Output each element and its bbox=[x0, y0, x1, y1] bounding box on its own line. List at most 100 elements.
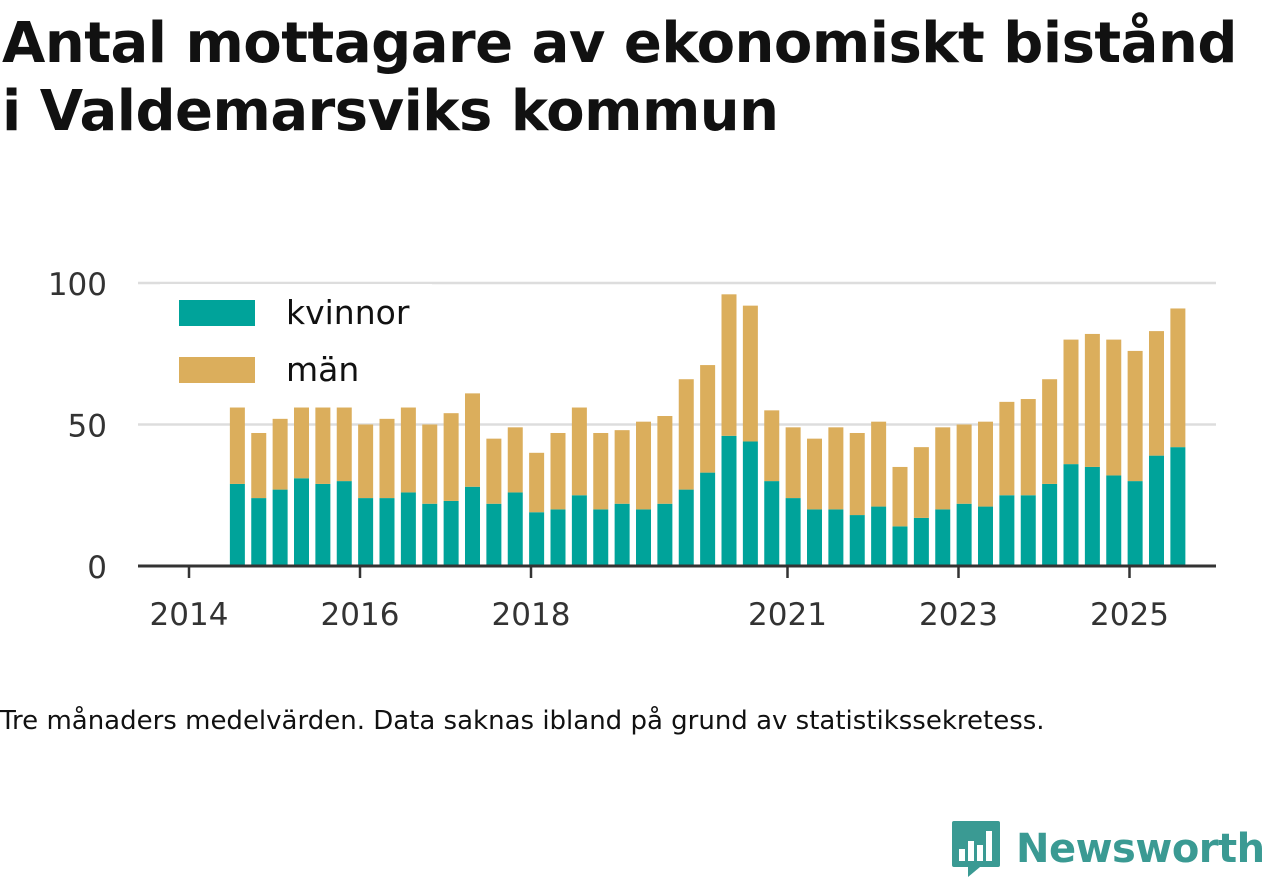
bar-man bbox=[1020, 399, 1036, 496]
bar-man bbox=[1042, 379, 1058, 484]
bar-kvinnor bbox=[999, 495, 1015, 566]
bar-kvinnor bbox=[657, 503, 673, 566]
bar-kvinnor bbox=[507, 492, 523, 566]
bar-kvinnor bbox=[1084, 466, 1100, 566]
bar-kvinnor bbox=[294, 478, 309, 566]
bar-man bbox=[571, 407, 587, 496]
bar-kvinnor bbox=[742, 441, 758, 566]
y-tick-label: 0 bbox=[87, 550, 107, 586]
bar-man bbox=[379, 418, 395, 499]
bar-man bbox=[529, 452, 545, 513]
bar-man bbox=[742, 305, 758, 442]
axes: 0 50 100 2014 2016 2018 2021 2023 2025 bbox=[48, 267, 1216, 633]
bar-kvinnor bbox=[379, 498, 395, 566]
bar-man bbox=[828, 427, 844, 510]
bar-man bbox=[721, 294, 737, 436]
bar-man bbox=[422, 424, 438, 504]
bar-man bbox=[978, 421, 993, 507]
bar-kvinnor bbox=[1106, 475, 1122, 566]
bar-kvinnor bbox=[828, 509, 844, 566]
bar-man bbox=[807, 438, 822, 510]
bar-man bbox=[999, 401, 1015, 496]
bar-man bbox=[358, 424, 374, 499]
bar-man bbox=[1127, 350, 1143, 482]
bar-kvinnor bbox=[978, 506, 993, 566]
bar-man bbox=[465, 393, 480, 487]
x-tick-label: 2025 bbox=[1090, 597, 1169, 633]
bar-chart-logo-icon bbox=[952, 821, 1000, 877]
bar-kvinnor bbox=[1042, 483, 1058, 566]
bar-man bbox=[913, 447, 929, 518]
x-tick-label: 2018 bbox=[492, 597, 571, 633]
bar-man bbox=[1170, 308, 1186, 448]
bar-man bbox=[1084, 333, 1100, 467]
chart-title: Antal mottagare av ekonomiskt bistånd i … bbox=[2, 11, 1237, 144]
bar-kvinnor bbox=[678, 489, 694, 566]
bar-kvinnor bbox=[614, 503, 630, 566]
brand-name: Newsworthy bbox=[1016, 826, 1262, 872]
bar-man bbox=[229, 407, 245, 484]
bar-kvinnor bbox=[571, 495, 587, 566]
bar-man bbox=[636, 421, 651, 510]
bar-kvinnor bbox=[315, 483, 331, 566]
bar-man bbox=[764, 410, 780, 482]
bar-man bbox=[486, 438, 502, 504]
bar-kvinnor bbox=[1170, 447, 1186, 566]
bar-man bbox=[443, 413, 459, 501]
legend: kvinnor män bbox=[160, 284, 432, 400]
x-tick-label: 2021 bbox=[748, 597, 827, 633]
x-tick-label: 2016 bbox=[321, 597, 400, 633]
bar-man bbox=[315, 407, 331, 484]
bar-man bbox=[1149, 331, 1164, 456]
stacked-bar-chart: 0 50 100 2014 2016 2018 2021 2023 2025 kvinnor mä… bbox=[48, 267, 1216, 633]
bars bbox=[229, 294, 1186, 566]
bar-man bbox=[956, 424, 972, 504]
bar-man bbox=[272, 418, 288, 490]
bar-kvinnor bbox=[807, 509, 822, 566]
bar-man bbox=[336, 407, 352, 482]
bar-man bbox=[294, 407, 309, 479]
bar-kvinnor bbox=[849, 515, 865, 566]
y-tick-label: 50 bbox=[68, 409, 107, 445]
legend-label-1: män bbox=[286, 350, 359, 389]
bar-kvinnor bbox=[764, 481, 780, 566]
bar-kvinnor bbox=[892, 526, 908, 566]
newsworthy-brand: Newsworthy bbox=[950, 818, 1262, 880]
legend-label-0: kvinnor bbox=[286, 293, 410, 332]
bar-man bbox=[614, 430, 630, 504]
bar-kvinnor bbox=[593, 509, 609, 566]
bar-man bbox=[1106, 339, 1122, 476]
bar-kvinnor bbox=[935, 509, 951, 566]
bar-kvinnor bbox=[358, 498, 374, 566]
bar-kvinnor bbox=[465, 486, 480, 566]
bar-kvinnor bbox=[1149, 455, 1164, 566]
bar-man bbox=[251, 432, 267, 499]
bar-kvinnor bbox=[336, 481, 352, 566]
bar-kvinnor bbox=[956, 503, 972, 566]
bar-man bbox=[935, 427, 951, 510]
bar-man bbox=[1063, 339, 1079, 465]
bar-man bbox=[593, 432, 609, 510]
bar-kvinnor bbox=[229, 483, 245, 566]
bar-man bbox=[550, 432, 566, 510]
bar-kvinnor bbox=[871, 506, 887, 566]
bar-kvinnor bbox=[251, 498, 267, 566]
chart-caption: Tre månaders medelvärden. Data saknas ib… bbox=[0, 706, 1045, 736]
bar-kvinnor bbox=[700, 472, 716, 566]
legend-swatch-0 bbox=[179, 300, 255, 326]
bar-kvinnor bbox=[785, 498, 801, 566]
bar-kvinnor bbox=[636, 509, 651, 566]
bar-man bbox=[892, 466, 908, 527]
bar-man bbox=[507, 427, 523, 493]
bar-kvinnor bbox=[400, 492, 416, 566]
x-tick-label: 2023 bbox=[919, 597, 998, 633]
bar-man bbox=[657, 416, 673, 504]
bar-man bbox=[849, 432, 865, 516]
bar-kvinnor bbox=[422, 503, 438, 566]
bar-kvinnor bbox=[721, 435, 737, 566]
bar-kvinnor bbox=[529, 512, 545, 566]
y-tick-label: 100 bbox=[48, 267, 107, 303]
bar-man bbox=[785, 427, 801, 499]
bar-man bbox=[400, 407, 416, 493]
bar-kvinnor bbox=[550, 509, 566, 566]
